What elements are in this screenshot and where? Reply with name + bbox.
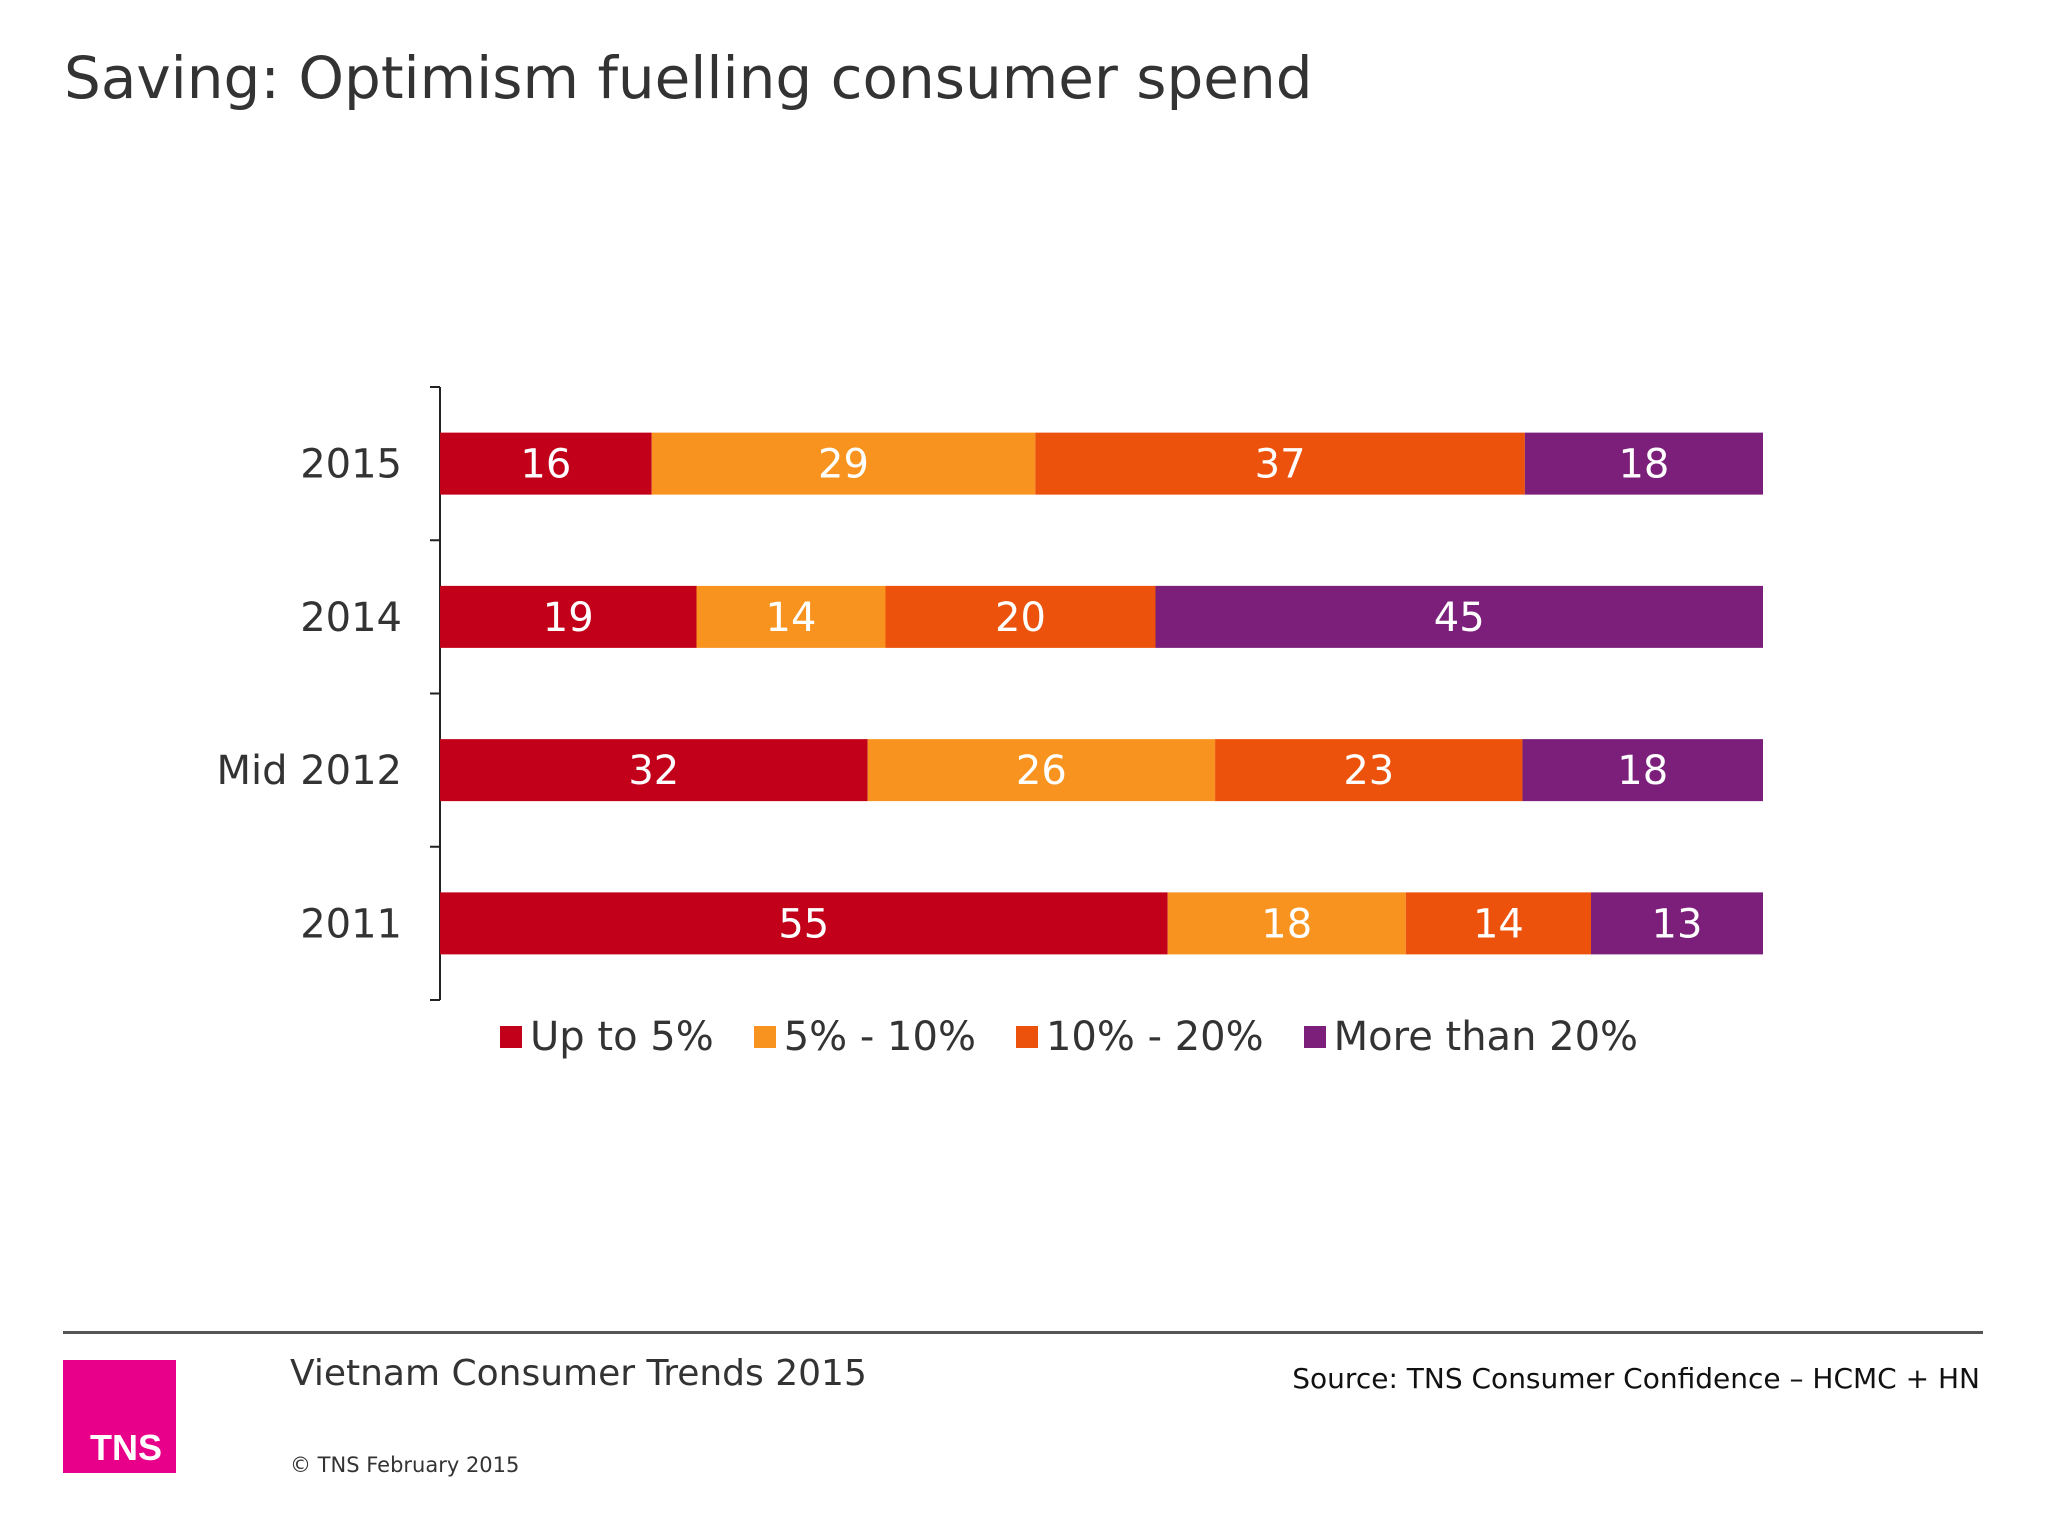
bar-segment — [867, 739, 1216, 802]
data-label: 37 — [1255, 442, 1306, 488]
bar-segment — [651, 432, 1036, 495]
legend-label: More than 20% — [1333, 1014, 1639, 1060]
bar-segment — [696, 585, 886, 648]
legend-item: More than 20% — [1303, 1014, 1639, 1060]
legend-item: Up to 5% — [500, 1014, 714, 1060]
legend-swatch — [753, 1026, 776, 1048]
legend: Up to 5% 5% - 10% 10% - 20% More than 20% — [500, 1014, 1638, 1060]
data-label: 14 — [1473, 901, 1524, 947]
bar-segment — [1035, 432, 1525, 495]
bar-segment — [1405, 892, 1592, 955]
report-title: Vietnam Consumer Trends 2015 — [290, 1353, 867, 1394]
data-label: 19 — [543, 595, 594, 641]
bar-segment — [1524, 432, 1763, 495]
page-title: Saving: Optimism fuelling consumer spend — [64, 44, 1313, 112]
data-label: 55 — [778, 901, 829, 947]
category-label: Mid 2012 — [216, 748, 402, 794]
legend-swatch — [1303, 1026, 1326, 1048]
bar-segment — [1522, 739, 1763, 802]
bar-segment — [1167, 892, 1406, 955]
bar-segment — [885, 585, 1156, 648]
footer-divider — [63, 1331, 1983, 1334]
legend-swatch — [1015, 1026, 1038, 1048]
legend-label: 5% - 10% — [783, 1014, 976, 1060]
category-label: 2015 — [300, 442, 402, 488]
data-label: 45 — [1434, 595, 1485, 641]
legend-item: 5% - 10% — [753, 1014, 976, 1060]
copyright: © TNS February 2015 — [290, 1453, 520, 1477]
tns-logo: TNS — [63, 1360, 176, 1473]
data-label: 13 — [1652, 901, 1703, 947]
data-label: 18 — [1618, 442, 1669, 488]
category-label: 2011 — [300, 901, 402, 947]
data-label: 20 — [995, 595, 1046, 641]
legend-item: 10% - 20% — [1015, 1014, 1264, 1060]
data-label: 18 — [1261, 901, 1312, 947]
data-label: 32 — [628, 748, 679, 794]
legend-label: Up to 5% — [530, 1014, 714, 1060]
legend-swatch — [500, 1026, 522, 1048]
data-label: 29 — [818, 442, 869, 488]
bar-segment — [440, 892, 1168, 955]
data-label: 26 — [1016, 748, 1067, 794]
data-label: 14 — [766, 595, 817, 641]
bar-segment — [440, 739, 868, 802]
legend-label: 10% - 20% — [1045, 1014, 1264, 1060]
category-label: 2014 — [300, 595, 402, 641]
bar-segment — [440, 432, 652, 495]
bar-segment — [1591, 892, 1763, 955]
data-label: 18 — [1617, 748, 1668, 794]
data-label: 16 — [520, 442, 571, 488]
source-note: Source: TNS Consumer Confidence – HCMC +… — [1292, 1362, 1980, 1395]
data-label: 23 — [1343, 748, 1394, 794]
bar-segment — [1215, 739, 1523, 802]
bar-segment — [440, 585, 697, 648]
logo-text: TNS — [90, 1427, 162, 1468]
bar-segment — [1155, 585, 1763, 648]
